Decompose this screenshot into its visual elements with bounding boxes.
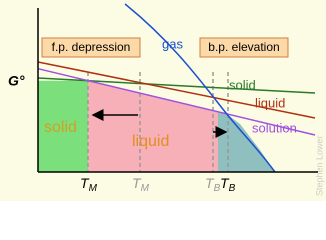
- axis-label: G°: [8, 73, 25, 89]
- gas-label: gas: [162, 36, 183, 51]
- gas-curve: [124, 3, 276, 173]
- bp-box: [199, 37, 289, 58]
- diagram: f.p. depression b.p. elevation G° gas so…: [0, 0, 326, 201]
- temperature-label: TB: [205, 175, 221, 194]
- solid-region-label: solid: [44, 119, 77, 136]
- liquid-line: [37, 61, 316, 119]
- temperature-label: TM: [132, 175, 150, 194]
- credit: Stephen Lower: [314, 135, 324, 196]
- temperature-label: TB: [220, 175, 236, 194]
- fp-box: [41, 37, 141, 58]
- temperature-label: TM: [80, 175, 98, 194]
- bp-label: b.p. elevation: [208, 40, 279, 54]
- liquid-region: [88, 80, 218, 172]
- liquid-label: liquid: [255, 95, 285, 110]
- solid-region: [38, 80, 88, 172]
- solid-label: solid: [229, 77, 256, 92]
- solution-label: solution: [252, 120, 297, 135]
- solution-line: [37, 67, 316, 136]
- gas-region: [218, 112, 275, 172]
- liquid-region-label: liquid: [132, 133, 169, 150]
- fp-label: f.p. depression: [52, 40, 131, 54]
